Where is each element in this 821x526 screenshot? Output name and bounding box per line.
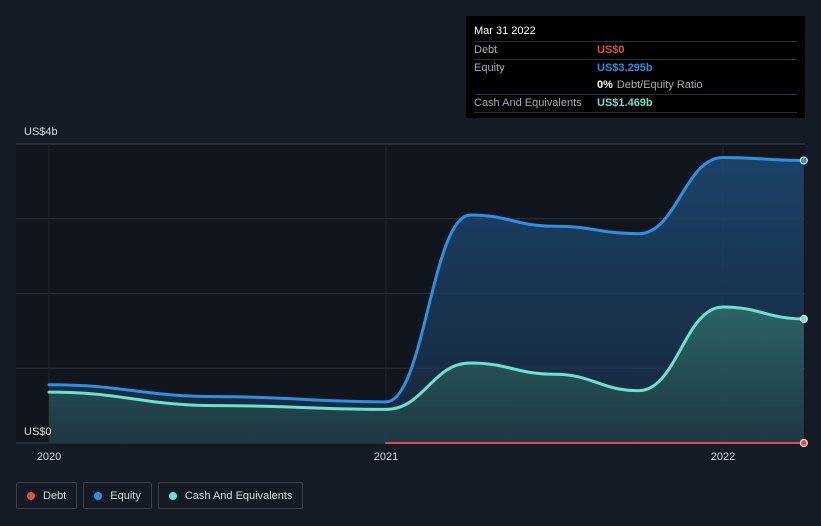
equity-legend-dot-icon [94,491,103,500]
tooltip-equity-label: Equity [474,62,505,74]
legend-item-equity[interactable]: Equity [83,482,152,509]
tooltip-ratio-value: 0% [597,79,613,91]
x-tick-label-2022: 2022 [711,451,735,463]
cash-and-equivalents-end-marker [799,314,808,323]
tooltip-ratio-label: Debt/Equity Ratio [616,79,703,91]
x-tick-label-2020: 2020 [37,451,61,463]
legend-label-equity: Equity [110,489,141,502]
legend-item-debt[interactable]: Debt [16,482,78,509]
tooltip-debt-label: Debt [474,44,498,56]
chart-legend: Debt Equity Cash And Equivalents [16,482,304,509]
legend-label-cash: Cash And Equivalents [184,489,293,502]
tooltip-row-cash: Cash And Equivalents US$1.469b [474,94,797,113]
axes: US$4b US$0 2020 2021 2022 [24,126,735,463]
cash-and-equivalents-line [47,305,806,411]
tooltip-row-debt: Debt US$0 [474,41,797,59]
debt-legend-dot-icon [27,491,35,500]
tooltip-row-equity: Equity US$3.295b [474,59,797,77]
tooltip-equity-value: US$3.295b [597,62,653,74]
tooltip-panel: Mar 31 2022 Debt US$0 Equity US$3.295b 0… [466,16,805,118]
equity-end-marker [799,156,808,165]
tooltip-cash-value: US$1.469b [597,97,653,109]
legend-label-debt: Debt [43,489,67,502]
debt-end-marker [799,439,808,447]
cash-and-equivalents-area [49,306,804,443]
tooltip-ratio-spacer [474,77,597,94]
legend-item-cash[interactable]: Cash And Equivalents [157,482,304,509]
tooltip-date: Mar 31 2022 [474,25,536,37]
tooltip-cash-label: Cash And Equivalents [474,97,582,109]
tooltip-row-ratio: 0% Debt/Equity Ratio [474,77,797,94]
series-areas [49,157,804,443]
cash-legend-dot-icon [168,491,177,500]
tooltip-debt-value: US$0 [597,44,625,56]
series-end-markers [799,156,808,447]
x-tick-label-2021: 2021 [374,451,398,463]
y-tick-label-bottom: US$0 [24,426,52,438]
series-lines [47,155,806,445]
equity-area [49,157,804,443]
y-tick-label-top: US$4b [24,126,58,138]
equity-line [47,155,806,404]
